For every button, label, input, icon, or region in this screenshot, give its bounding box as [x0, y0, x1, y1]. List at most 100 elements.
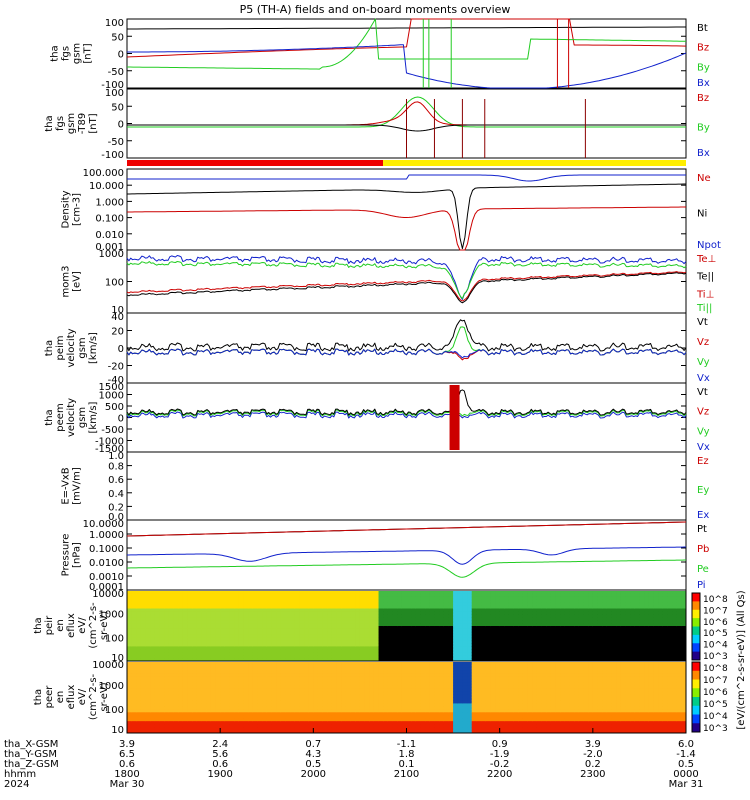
spectrogram-cell: [411, 620, 417, 624]
spectrogram-cell: [550, 640, 557, 644]
spectrogram-cell: [322, 640, 328, 644]
spectrogram-cell: [229, 697, 235, 701]
spectrogram-cell: [429, 611, 435, 615]
spectrogram-cell: [467, 727, 473, 731]
spectrogram-cell: [299, 662, 305, 666]
spectrogram-cell: [308, 676, 314, 681]
spectrogram-cell: [467, 646, 473, 650]
spectrogram-cell: [527, 614, 533, 618]
spectrogram-cell: [420, 611, 426, 615]
spectrogram-cell: [168, 628, 175, 633]
spectrogram-cell: [317, 637, 324, 642]
spectrogram-cell: [359, 685, 366, 690]
spectrogram-cell: [350, 667, 356, 672]
spectrogram-cell: [220, 637, 226, 642]
spectrogram-cell: [588, 646, 594, 650]
spectrogram-cell: [420, 623, 426, 627]
spectrogram-cell: [304, 593, 310, 598]
spectrogram-cell: [350, 685, 356, 690]
spectrogram-cell: [178, 593, 184, 598]
spectrogram-cell: [252, 596, 258, 601]
spectrogram-cell: [271, 643, 277, 647]
spectrogram-cell: [574, 608, 580, 612]
spectrogram-cell: [495, 602, 501, 607]
spectrogram-cell: [560, 643, 566, 647]
spectrogram-cell: [229, 591, 235, 595]
spectrogram-cell: [299, 599, 305, 604]
spectrogram-cell: [262, 649, 268, 653]
spectrogram-cell: [397, 688, 403, 693]
spectrogram-cell: [276, 662, 282, 666]
spectrogram-cell: [257, 676, 263, 681]
spectrogram-cell: [378, 605, 384, 609]
spectrogram-cell: [345, 673, 352, 678]
spectrogram-cell: [541, 591, 547, 595]
spectrogram-cell: [508, 620, 515, 624]
spectrogram-cell: [541, 596, 547, 601]
spectrogram-cell: [276, 721, 282, 725]
spectrogram-cell: [271, 652, 277, 656]
spectrogram-cell: [392, 715, 398, 719]
spectrogram-cell: [280, 670, 286, 675]
spectrogram-cell: [290, 611, 296, 615]
spectrogram-cell: [518, 608, 524, 612]
spectrogram-cell: [401, 631, 407, 636]
spectrogram-cell: [168, 676, 175, 681]
spectrogram-cell: [616, 596, 622, 601]
spectrogram-cell: [257, 706, 263, 710]
spectrogram-cell: [136, 599, 142, 604]
spectrogram-cell: [481, 617, 487, 621]
spectrogram-cell: [504, 611, 510, 615]
spectrogram-cell: [415, 673, 421, 678]
spectrogram-cell: [443, 596, 449, 601]
spectrogram-cell: [252, 694, 258, 698]
spectrogram-cell: [443, 715, 449, 719]
spectrogram-cell: [248, 664, 254, 669]
spectrogram-cell: [569, 602, 575, 607]
spectrogram-cell: [280, 712, 286, 716]
spectrogram-cell: [439, 682, 445, 687]
spectrogram-cell: [383, 679, 389, 684]
spectrogram-cell: [252, 605, 258, 609]
legend-entry: Ey: [697, 485, 709, 496]
spectrogram-cell: [364, 655, 370, 659]
spectrogram-cell: [425, 679, 431, 684]
spectrogram-cell: [513, 623, 519, 627]
spectrogram-cell: [173, 599, 179, 604]
spectrogram-cell: [411, 614, 417, 618]
spectrogram-cell: [266, 637, 272, 642]
spectrogram-cell: [411, 623, 417, 627]
spectrogram-cell: [322, 670, 328, 675]
spectrogram-cell: [243, 667, 249, 672]
spectrogram-cell: [294, 637, 300, 642]
spectrogram-cell: [308, 715, 314, 719]
spectrogram-cell: [234, 670, 240, 675]
spectrogram-cell: [644, 611, 650, 615]
spectrogram-cell: [299, 688, 305, 693]
spectrogram-cell: [182, 724, 189, 728]
spectrogram-cell: [262, 727, 268, 731]
spectrogram-cell: [485, 608, 491, 612]
spectrogram-cell: [597, 658, 603, 662]
spectrogram-cell: [443, 655, 449, 659]
spectrogram-cell: [341, 670, 347, 675]
spectrogram-cell: [136, 709, 142, 713]
spectrogram-cell: [290, 700, 296, 704]
spectrogram-cell: [154, 655, 161, 659]
spectrogram-cell: [355, 620, 361, 624]
spectrogram-cell: [471, 637, 477, 642]
spectrogram-cell: [653, 637, 659, 642]
spectrogram-cell: [299, 700, 305, 704]
spectrogram-cell: [536, 631, 543, 636]
spectrogram-cell: [308, 623, 314, 627]
spectrogram-cell: [536, 617, 543, 621]
spectrogram-cell: [532, 640, 538, 644]
spectrogram-cell: [588, 649, 594, 653]
spectrogram-cell: [560, 596, 566, 601]
spectrogram-cell: [257, 646, 263, 650]
spectrogram-cell: [234, 628, 240, 633]
spectrogram-cell: [639, 608, 645, 612]
spectrogram-cell: [369, 688, 375, 693]
spectrogram-cell: [127, 605, 133, 609]
spectrogram-cell: [140, 591, 147, 595]
